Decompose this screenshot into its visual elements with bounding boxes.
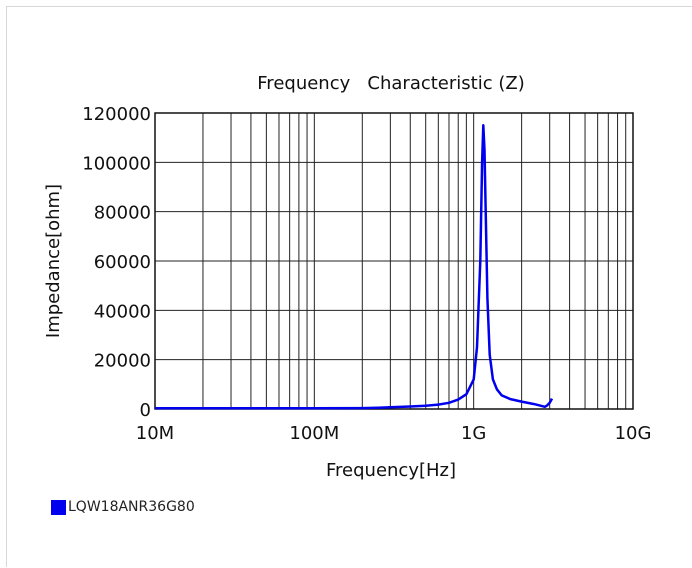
y-tick-label: 0 — [140, 400, 151, 421]
legend: LQW18ANR36G80 — [51, 499, 195, 515]
x-tick-label: 1G — [461, 423, 486, 444]
impedance-chart: 10M 100M 1G 10G 0 20000 40000 60000 80000 100000 1… — [43, 73, 652, 481]
plot-border — [154, 112, 634, 410]
y-tick-label: 60000 — [94, 252, 151, 273]
x-tick-label: 100M — [289, 423, 339, 444]
chart-panel: 10M 100M 1G 10G 0 20000 40000 60000 80000 100000 1… — [6, 6, 692, 567]
y-axis-label: Impedance[ohm] — [43, 184, 64, 338]
y-tick-label: 120000 — [82, 104, 151, 125]
series-line — [155, 124, 554, 410]
x-tick-label: 10M — [136, 423, 174, 444]
legend-swatch — [51, 499, 66, 515]
legend-label: LQW18ANR36G80 — [68, 499, 195, 515]
y-tick-label: 20000 — [94, 351, 151, 372]
y-tick-label: 80000 — [94, 203, 151, 224]
y-tick-label: 100000 — [82, 153, 151, 174]
x-axis-label: Frequency[Hz] — [326, 460, 456, 481]
y-tick-label: 40000 — [94, 301, 151, 322]
x-tick-label: 10G — [615, 423, 652, 444]
chart-title: Frequency Characteristic (Z) — [257, 73, 524, 94]
